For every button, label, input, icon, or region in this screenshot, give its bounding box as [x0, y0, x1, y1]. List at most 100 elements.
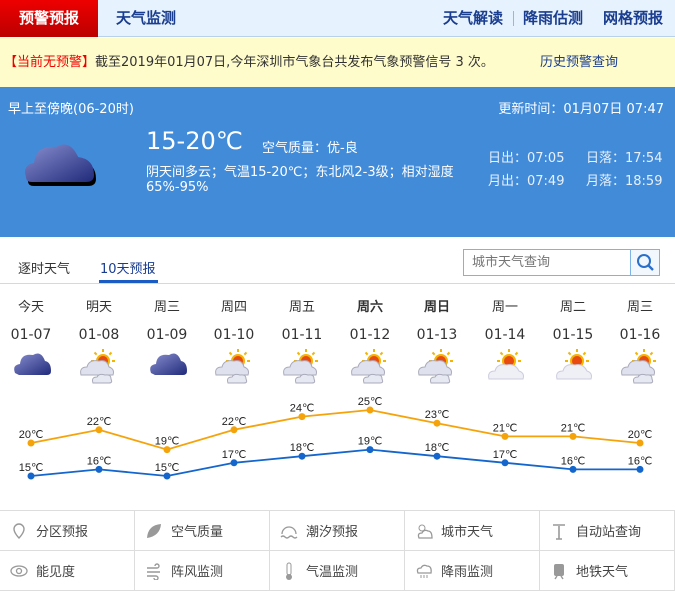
high-temp-point: [298, 413, 306, 421]
low-temp-label: 15℃: [155, 462, 180, 474]
eye-icon: [10, 564, 28, 577]
quick-link-leaf[interactable]: 空气质量: [135, 511, 270, 551]
sunny-cloudy-icon: [543, 349, 603, 383]
day-column: 周五 01-11: [272, 296, 332, 385]
tab-weather-monitor[interactable]: 天气监测: [116, 9, 177, 27]
quick-link-label: 潮汐预报: [306, 525, 359, 540]
weather-description: 阴天间多云；气温15-20℃；东北风2-3级；相对湿度: [146, 165, 454, 180]
quick-link-rain-cloud[interactable]: 降雨监测: [405, 551, 540, 591]
day-date: 01-16: [619, 327, 661, 343]
quick-link-station[interactable]: 自动站查询: [540, 511, 675, 551]
quick-link-wave[interactable]: 潮汐预报: [270, 511, 405, 551]
tab-hourly[interactable]: 逐时天气: [18, 262, 71, 277]
humidity: 65%-95%: [146, 180, 209, 195]
sun-cloud-icon: [417, 524, 433, 539]
thermometer-icon: [286, 562, 292, 580]
quick-link-eye[interactable]: 能见度: [0, 551, 135, 591]
period: 早上至傍晚(06-20时): [8, 102, 134, 117]
low-temp-label: 16℃: [87, 455, 112, 467]
high-temp-label: 20℃: [19, 429, 44, 441]
update-time: 更新时间：01月07日 07:47: [498, 102, 664, 117]
day-column: 周三 01-16: [610, 296, 670, 385]
quick-link-wind[interactable]: 阵风监测: [135, 551, 270, 591]
day-column: 周日 01-13: [407, 296, 467, 385]
low-temp-point: [163, 472, 171, 480]
quick-link-label: 分区预报: [36, 525, 89, 540]
divider: [513, 11, 514, 26]
alert-status: 【当前无预警】: [4, 55, 96, 70]
high-temp-label: 24℃: [290, 403, 315, 415]
high-temp-line: [30, 409, 641, 451]
low-temp-point: [569, 465, 577, 473]
top-nav: 预警预报 天气监测 天气解读 降雨估测 网格预报: [0, 0, 675, 37]
low-temp-label: 17℃: [493, 449, 518, 461]
quick-link-label: 自动站查询: [576, 525, 642, 540]
alert-text: 截至2019年01月07日,今年深圳市气象台共发布气象预警信号 3 次。: [95, 55, 494, 70]
high-temp-label: 25℃: [358, 396, 383, 408]
high-temp-label: 23℃: [425, 409, 450, 421]
day-name: 周日: [423, 300, 450, 315]
low-temp-label: 16℃: [628, 455, 653, 467]
quick-link-label: 空气质量: [171, 525, 224, 540]
current-weather-panel: 早上至傍晚(06-20时) 更新时间：01月07日 07:47 15-20℃ 空…: [0, 87, 675, 237]
quick-link-thermometer[interactable]: 气温监测: [270, 551, 405, 591]
overcast-cloud-icon: [25, 144, 96, 186]
high-temp-label: 22℃: [87, 416, 112, 428]
search-button[interactable]: [630, 250, 659, 275]
low-temp-label: 15℃: [19, 462, 44, 474]
low-temp-point: [501, 459, 509, 467]
quick-link-sun-cloud[interactable]: 城市天气: [405, 511, 540, 551]
high-temp-label: 19℃: [155, 436, 180, 448]
tab-10day[interactable]: 10天预报: [100, 262, 156, 277]
nav-weather-interpretation[interactable]: 天气解读: [443, 9, 504, 27]
alert-bar: 【当前无预警】截至2019年01月07日,今年深圳市气象台共发布气象预警信号 3…: [0, 38, 675, 87]
moonrise: 月出：07:49: [488, 174, 565, 189]
day-date: 01-08: [78, 327, 120, 343]
low-temp-point: [298, 452, 306, 460]
day-name: 周一: [491, 300, 518, 315]
rain-cloud-icon: [416, 564, 432, 578]
high-temp-point: [636, 439, 644, 447]
day-name: 周三: [626, 300, 653, 315]
day-name: 明天: [85, 300, 112, 315]
high-temp-point: [569, 432, 577, 440]
partly-cloudy-icon: [340, 349, 400, 385]
city-search-input[interactable]: [464, 250, 630, 275]
low-temp-point: [366, 446, 374, 454]
low-temp-label: 16℃: [561, 455, 586, 467]
day-date: 01-09: [146, 327, 188, 343]
day-date: 01-15: [552, 327, 594, 343]
day-column: 今天 01-07: [1, 296, 61, 379]
low-temp-label: 18℃: [425, 442, 450, 454]
history-alert-link[interactable]: 历史预警查询: [540, 55, 619, 70]
partly-cloudy-icon: [407, 349, 467, 385]
map-pin-icon: [13, 522, 25, 539]
high-temp-label: 21℃: [493, 422, 518, 434]
station-icon: [553, 523, 565, 540]
low-temp-point: [433, 452, 441, 460]
day-date: 01-12: [349, 327, 391, 343]
leaf-icon: [147, 523, 161, 538]
low-temp-point: [230, 459, 238, 467]
air-quality: 空气质量：优-良: [262, 141, 358, 156]
day-date: 01-13: [416, 327, 458, 343]
nav-rain-estimate[interactable]: 降雨估测: [523, 9, 584, 27]
low-temp-label: 17℃: [222, 449, 247, 461]
quick-link-map-pin[interactable]: 分区预报: [0, 511, 135, 551]
quick-link-label: 阵风监测: [171, 565, 224, 580]
high-temp-point: [163, 446, 171, 454]
tab-warning-forecast[interactable]: 预警预报: [0, 0, 98, 37]
high-temp-point: [501, 432, 509, 440]
high-temp-point: [27, 439, 35, 447]
quick-link-train[interactable]: 地铁天气: [540, 551, 675, 591]
day-date: 01-07: [10, 327, 52, 343]
partly-cloudy-icon: [69, 349, 129, 385]
nav-grid-forecast[interactable]: 网格预报: [603, 9, 664, 27]
temperature-range: 15-20℃: [146, 127, 243, 155]
day-name: 周五: [288, 300, 315, 315]
forecast-tabs: 逐时天气 10天预报: [0, 250, 675, 284]
partly-cloudy-icon: [272, 349, 332, 385]
overcast-icon: [1, 349, 61, 379]
day-column: 周三 01-09: [137, 296, 197, 379]
day-date: 01-10: [213, 327, 255, 343]
